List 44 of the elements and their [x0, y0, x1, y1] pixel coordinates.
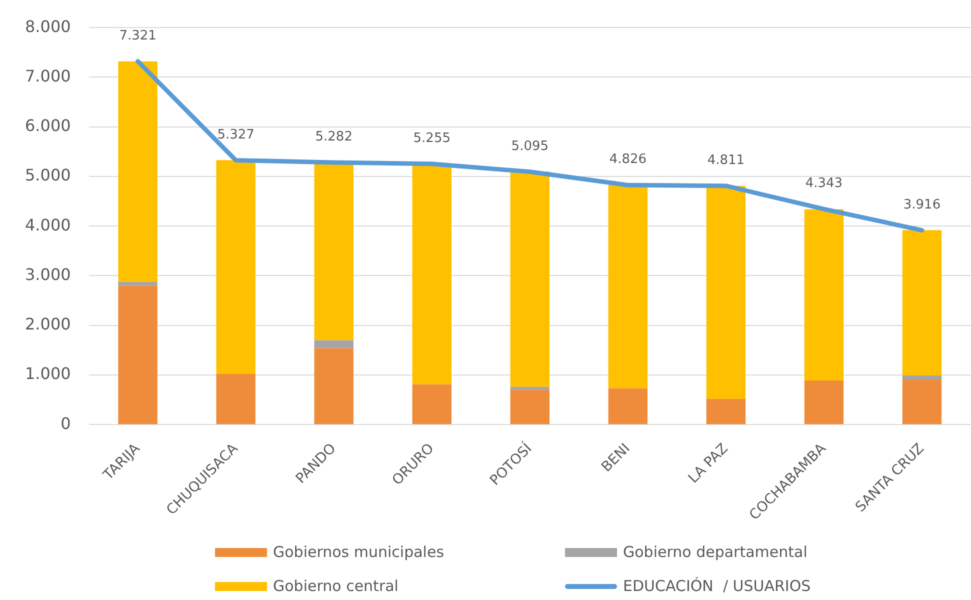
data-label: 4.811 [707, 152, 745, 168]
data-label: 4.343 [805, 176, 843, 192]
bar [314, 340, 354, 348]
bar [608, 388, 648, 424]
bar [902, 230, 942, 376]
bar [216, 374, 256, 424]
data-label: 7.321 [119, 28, 156, 44]
data-label: 5.095 [511, 138, 549, 154]
bar [510, 390, 550, 424]
data-label: 5.282 [315, 129, 352, 144]
bar [608, 184, 648, 388]
y-tick-label: 8.000 [24, 16, 71, 36]
data-label: 4.826 [609, 152, 647, 168]
y-tick-label: 4.000 [24, 215, 71, 234]
bar [706, 398, 746, 424]
bar [510, 172, 550, 387]
y-tick-label: 5.000 [24, 166, 71, 185]
bar [314, 162, 354, 340]
legend-label: EDUCACIÓN / USUARIOS [623, 577, 811, 595]
y-tick-label: 3.000 [24, 264, 71, 284]
y-tick-label: 0 [60, 414, 71, 433]
bar [902, 379, 942, 424]
bar [412, 384, 452, 424]
data-label: 5.327 [217, 127, 254, 142]
bar [510, 386, 550, 390]
y-tick-label: 6.000 [24, 116, 71, 136]
bar [314, 348, 354, 424]
bar [216, 160, 256, 374]
legend-label: Gobiernos municipales [273, 543, 444, 561]
data-label: 3.916 [903, 197, 941, 212]
bar [706, 186, 746, 399]
data-label: 5.255 [413, 130, 450, 146]
bar [118, 282, 158, 286]
legend-label: Gobierno central [273, 577, 398, 595]
bar [412, 164, 452, 384]
bar [118, 61, 158, 282]
y-tick-label: 2.000 [24, 314, 71, 334]
y-tick-label: 1.000 [24, 364, 71, 384]
legend-label: Gobierno departamental [623, 543, 808, 561]
bar [804, 380, 844, 424]
bar [118, 286, 158, 424]
y-tick-label: 7.000 [24, 66, 71, 86]
bar [902, 375, 942, 380]
bar [804, 209, 844, 380]
